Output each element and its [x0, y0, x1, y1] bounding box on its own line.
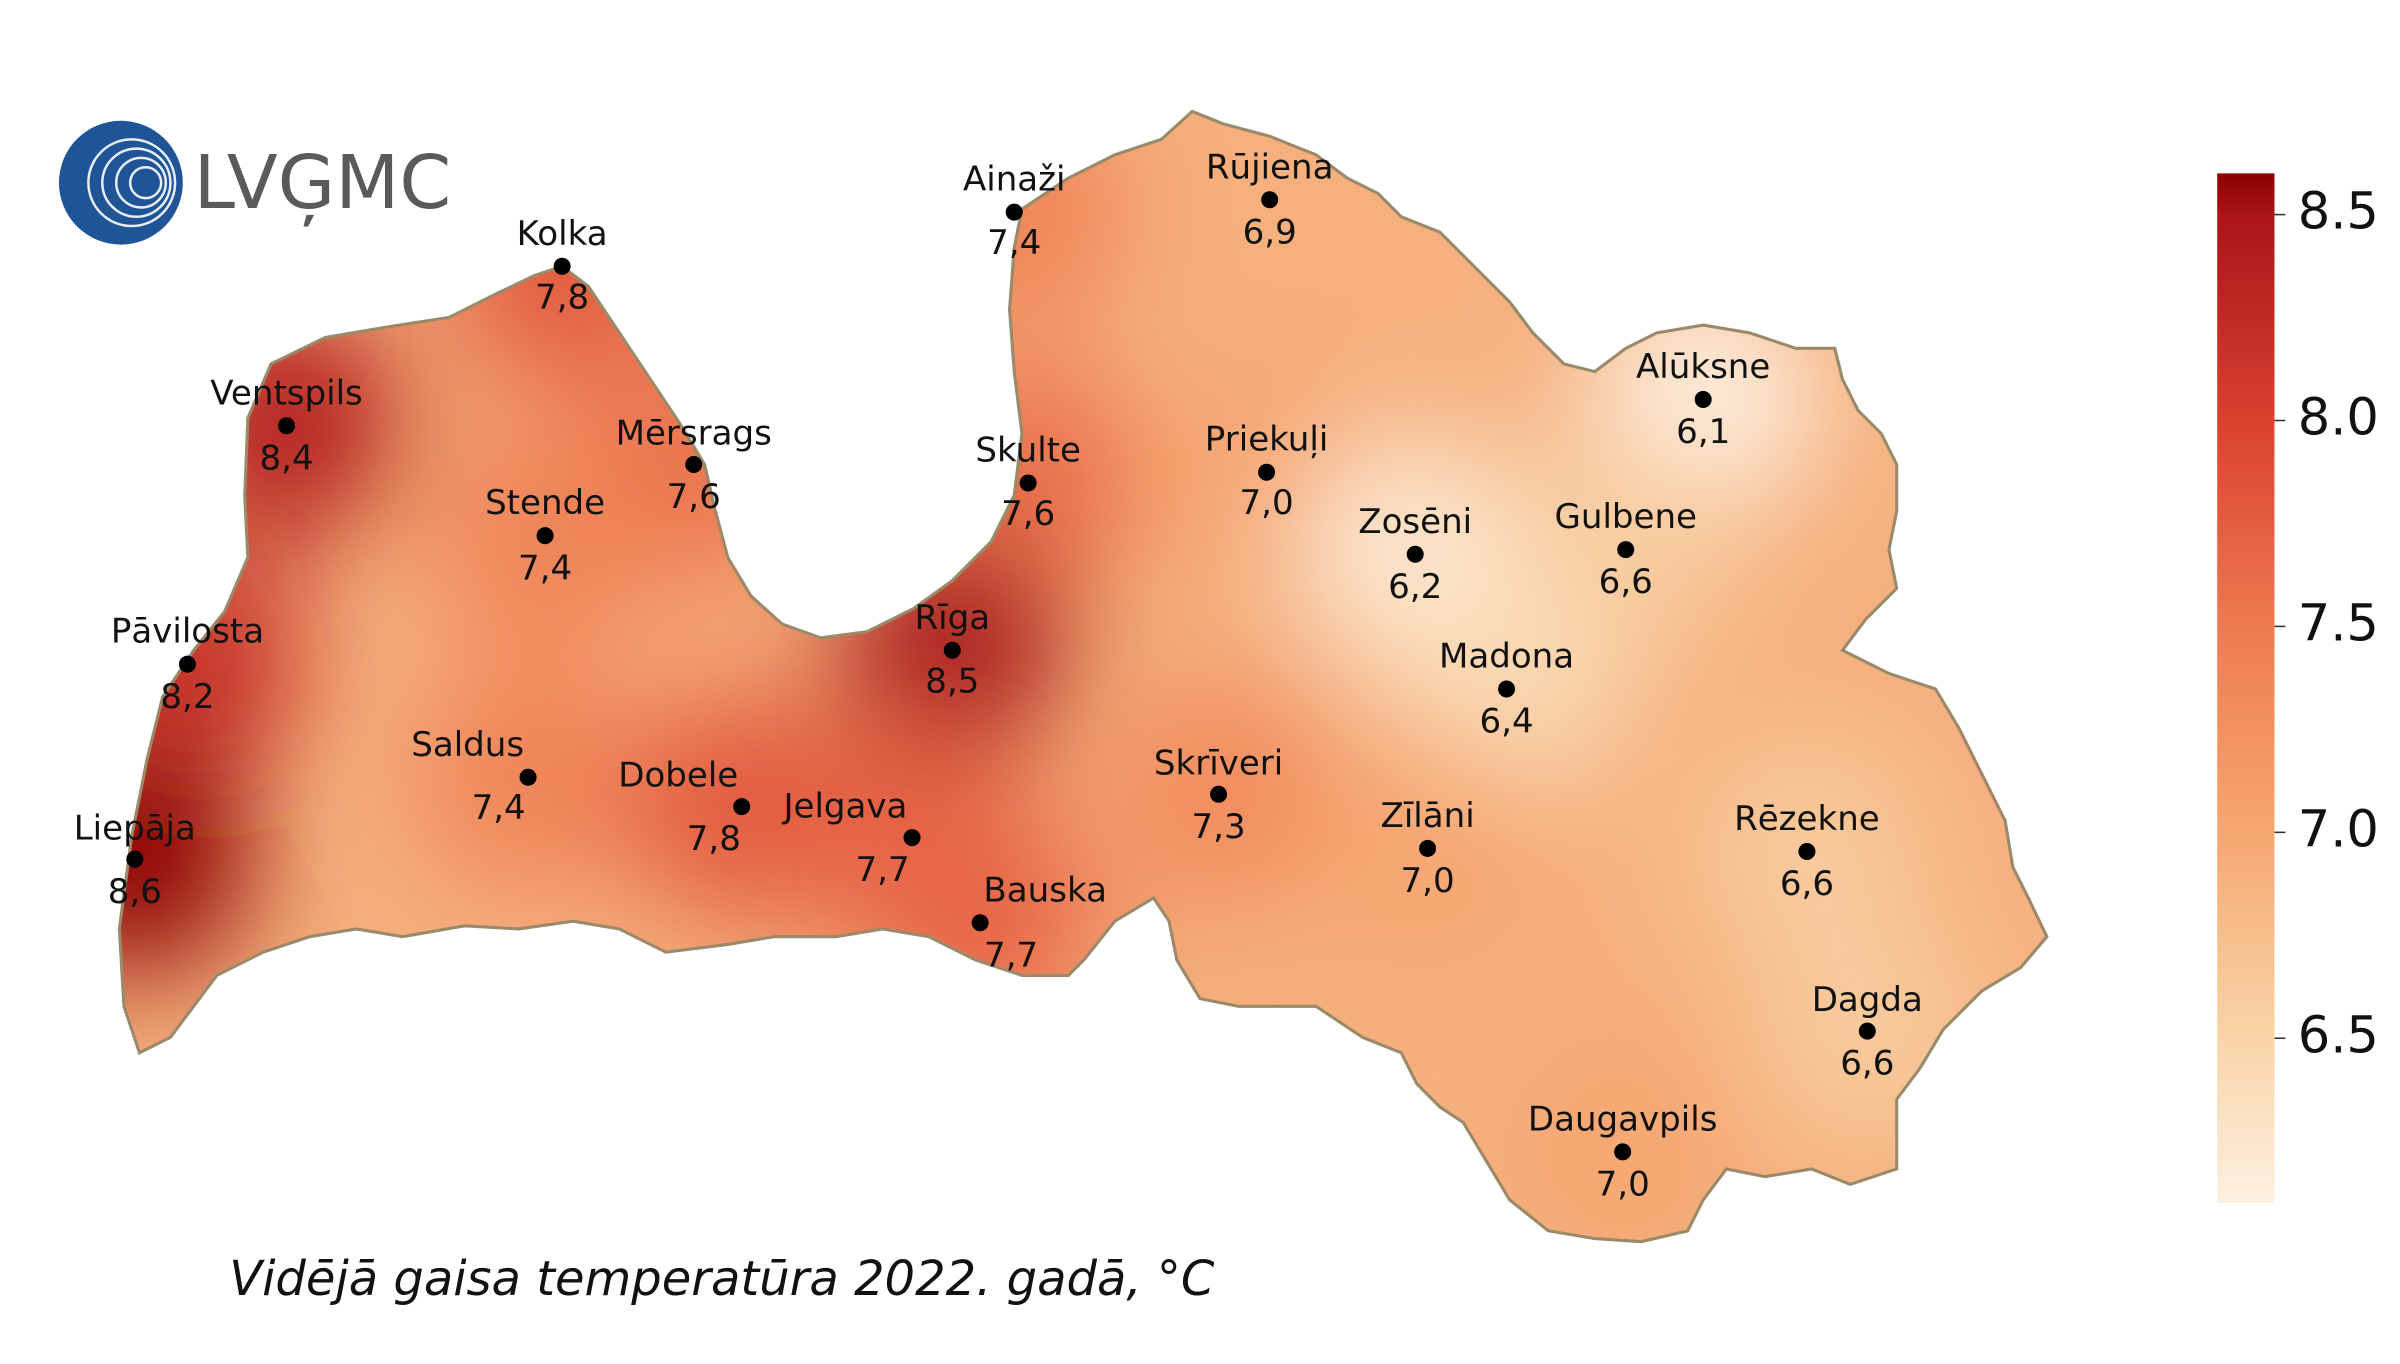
station-dot [553, 257, 571, 275]
station-dot [1614, 1143, 1632, 1161]
station-name: Rēzekne [1734, 799, 1880, 839]
station-name: Dobele [618, 756, 738, 796]
station-dot [1617, 541, 1635, 559]
station-name: Rūjiena [1206, 147, 1334, 187]
station-value: 6,6 [1599, 562, 1653, 602]
station-value: 8,5 [925, 661, 979, 701]
station-value: 7,3 [1192, 807, 1246, 847]
station-value: 7,8 [687, 819, 741, 859]
station-name: Zosēni [1358, 502, 1472, 542]
station-value: 7,0 [1239, 483, 1293, 523]
station-dot [1005, 203, 1023, 221]
station-name: Ventspils [210, 373, 363, 413]
station-name: Dagda [1812, 980, 1923, 1020]
station-value: 7,8 [535, 277, 589, 317]
station-dot [1858, 1022, 1876, 1040]
station-name: Pāvilosta [111, 612, 264, 652]
station-name: Zīlāni [1381, 796, 1475, 836]
station-value: 7,4 [472, 788, 526, 828]
station-value: 6,6 [1780, 864, 1834, 904]
station-dot [536, 527, 554, 545]
stations: Kolka 7,8 Ainaži 7,4 Rūjiena 6,9 Ventspils 8,4 M… [74, 147, 1923, 1204]
caption: Vidējā gaisa temperatūra 2022. gadā, °C [229, 1251, 1215, 1307]
station-name: Ainaži [963, 160, 1066, 200]
station-value: 7,7 [984, 935, 1038, 975]
station-value: 8,2 [160, 677, 214, 717]
station-value: 7,0 [1596, 1164, 1650, 1204]
colorbar-ticks: 6.5 7.0 7.5 8.0 8.5 [2274, 183, 2379, 1065]
logo-text: LVĢMC [194, 139, 452, 227]
station-name: Jelgava [781, 787, 907, 827]
station-dot [685, 455, 703, 473]
station-dot [971, 914, 989, 932]
station-value: 7,4 [518, 548, 572, 588]
station-value: 7,0 [1401, 861, 1455, 901]
station-dot [943, 641, 961, 659]
station-dot [1498, 680, 1516, 698]
station-name: Liepāja [74, 808, 196, 848]
station-name: Alūksne [1636, 347, 1770, 387]
station-name: Priekuļi [1205, 420, 1329, 460]
station-value: 7,4 [987, 223, 1041, 263]
station-value: 8,4 [259, 438, 313, 478]
station-value: 8,6 [108, 872, 162, 912]
station-value: 6,6 [1840, 1044, 1894, 1084]
colorbar-tick-label: 8.0 [2298, 389, 2379, 448]
station-dot [1019, 474, 1037, 492]
station-dot [278, 417, 296, 435]
station-dot [1419, 839, 1437, 857]
station-dot [519, 768, 537, 786]
station-name: Madona [1439, 637, 1574, 677]
station-value: 7,7 [856, 850, 910, 890]
colorbar-tick-label: 6.5 [2298, 1006, 2379, 1065]
station-dot [1210, 785, 1228, 803]
station-dot [903, 829, 921, 847]
station-name: Kolka [517, 214, 608, 254]
station-dot [1258, 463, 1276, 481]
station-value: 6,1 [1676, 412, 1730, 452]
colorbar-tick-label: 7.5 [2298, 594, 2379, 653]
station-dot [178, 655, 196, 673]
station-value: 7,6 [667, 477, 721, 517]
station-dot [1261, 191, 1279, 209]
station-dot [126, 850, 144, 868]
station-name: Skulte [975, 431, 1081, 471]
station-dot [1798, 843, 1816, 861]
colorbar-tick-label: 8.5 [2298, 183, 2379, 242]
station-value: 6,2 [1388, 567, 1442, 607]
station-name: Stende [485, 483, 605, 523]
station-name: Skrīveri [1154, 743, 1283, 783]
station-name: Mērsrags [616, 414, 772, 454]
station-name: Rīga [914, 598, 990, 638]
station-dot [1406, 545, 1424, 563]
station-value: 6,9 [1243, 212, 1297, 252]
station-dot [733, 798, 751, 816]
station-name: Gulbene [1555, 497, 1698, 537]
colorbar [2217, 173, 2275, 1203]
logo: LVĢMC [58, 120, 452, 245]
station-name: Saldus [411, 725, 524, 765]
station-dot [1694, 390, 1712, 408]
station-name: Bauska [983, 870, 1107, 910]
colorbar-tick-label: 7.0 [2298, 800, 2379, 859]
station-value: 7,6 [1001, 494, 1055, 534]
station-value: 6,4 [1479, 702, 1533, 742]
station-name: Daugavpils [1528, 1099, 1718, 1139]
